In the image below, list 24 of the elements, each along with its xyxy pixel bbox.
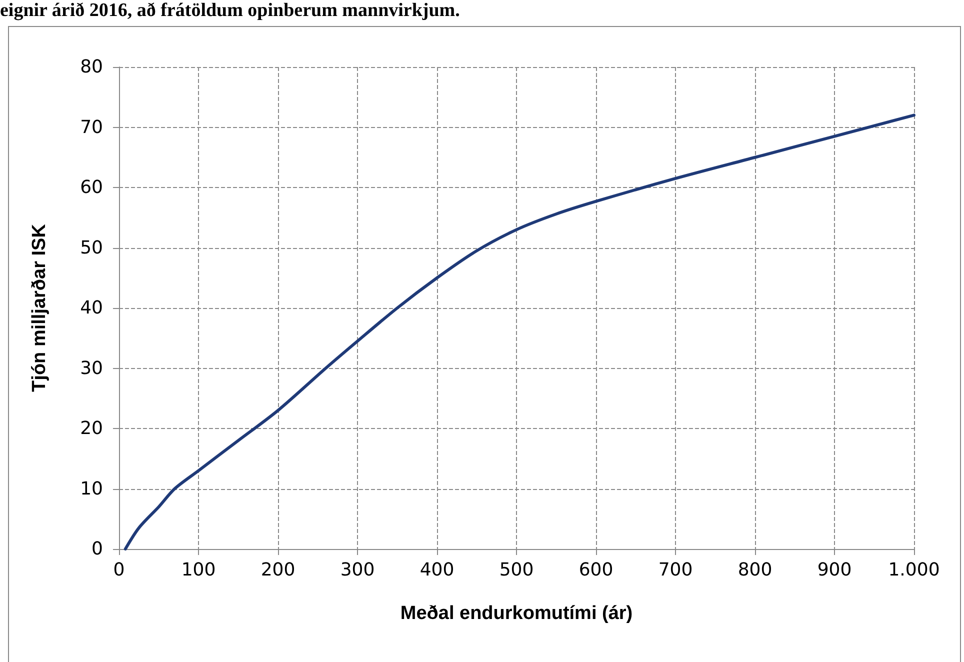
x-tick-label: 300: [340, 560, 375, 580]
line-series: [124, 114, 916, 550]
y-axis-title: Tjón milljarðar ISK: [29, 224, 50, 392]
x-tick-label: 900: [817, 560, 852, 580]
y-tick-label: 40: [80, 298, 103, 318]
x-tick-label: 200: [260, 560, 296, 580]
x-tick-label: 700: [658, 560, 693, 580]
x-tick-label: 0: [113, 560, 125, 580]
x-tick-label: 800: [738, 560, 772, 580]
y-tick-label: 80: [80, 56, 103, 78]
x-tick-label: 600: [578, 560, 614, 580]
x-axis-title: Meðal endurkomutími (ár): [400, 603, 633, 624]
y-tick-label: 50: [80, 237, 103, 258]
x-tick-label: 1.000: [888, 560, 940, 580]
y-tick-label: 60: [80, 177, 103, 198]
y-tick-label: 30: [80, 358, 103, 379]
y-tick-label: 0: [92, 538, 103, 560]
y-tick-label: 10: [80, 478, 103, 500]
x-tick-label: 400: [420, 560, 454, 580]
x-tick-label: 500: [499, 560, 534, 580]
x-tick-label: 100: [181, 560, 216, 580]
chart-title: eignir árið 2016, að frátöldum opinberum mannvirkjum.: [0, 0, 460, 22]
y-tick-label: 20: [80, 418, 103, 439]
y-tick-label: 70: [80, 116, 103, 138]
